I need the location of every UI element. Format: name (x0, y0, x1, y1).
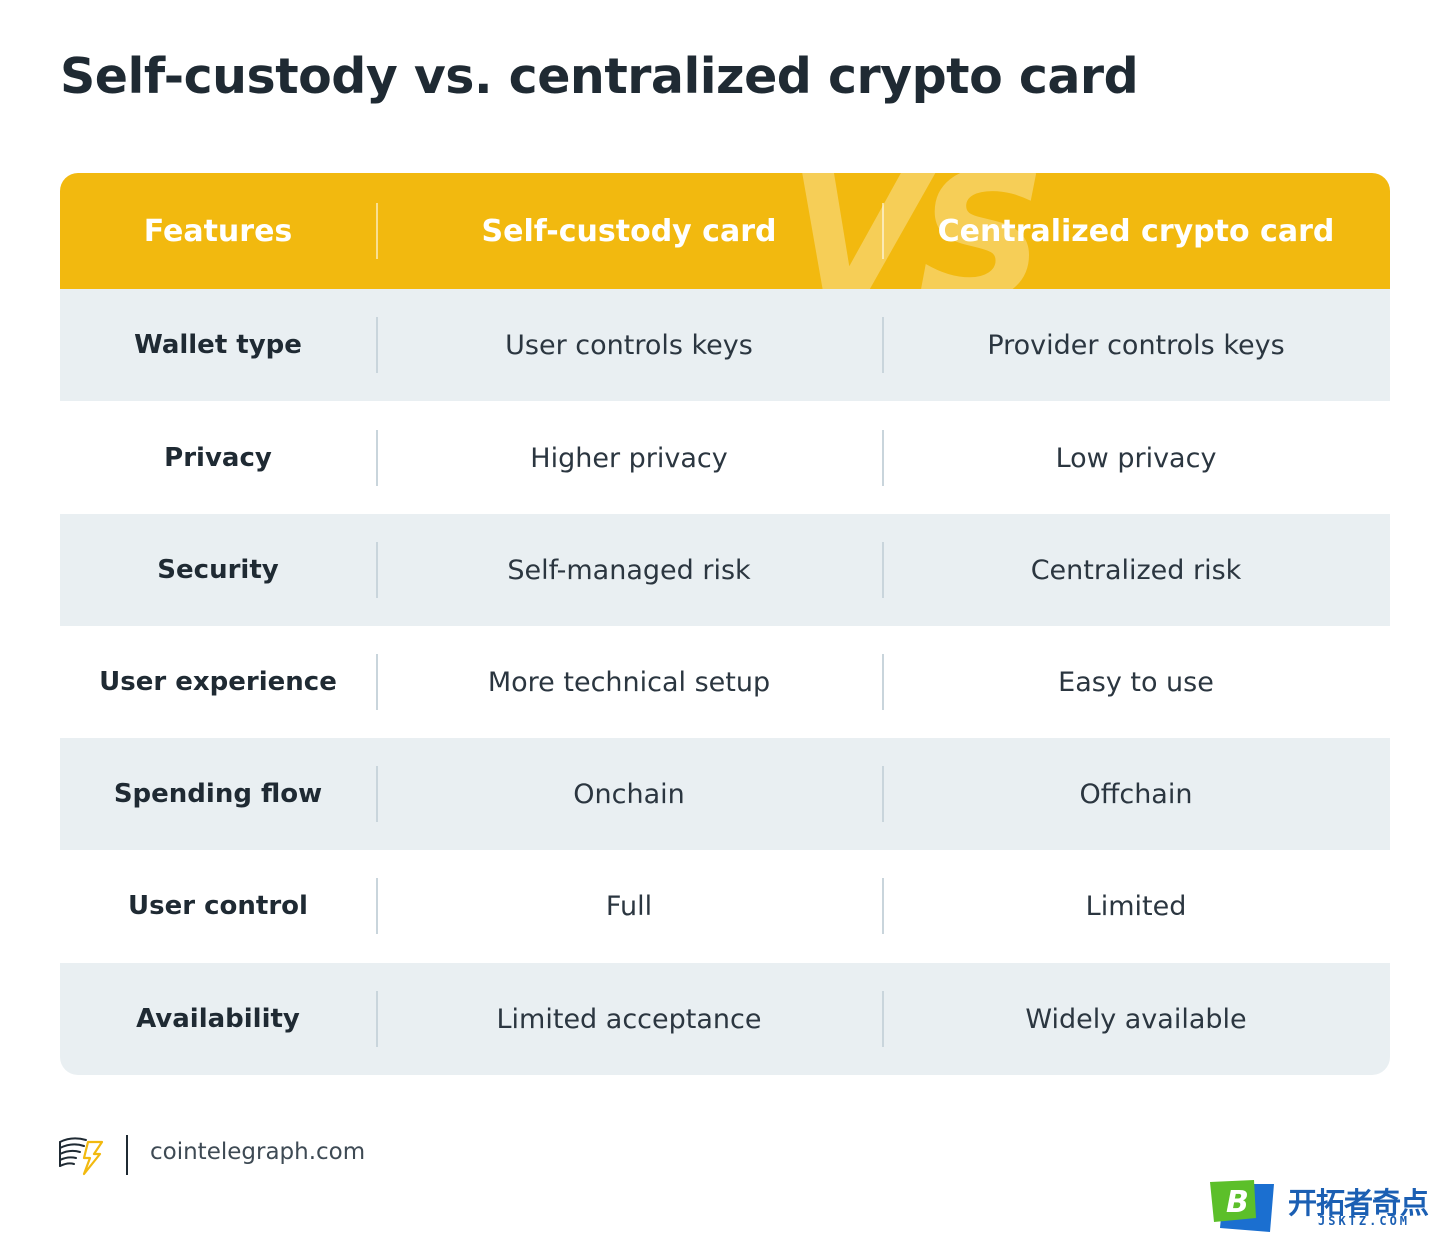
column-divider (882, 654, 884, 710)
column-divider (882, 878, 884, 934)
svg-text:B: B (1226, 1185, 1249, 1220)
header-features: Features (143, 213, 293, 249)
comparison-table: VS Features Self-custody card Centralize… (60, 173, 1390, 1075)
feature-label: Security (157, 555, 279, 585)
self-custody-value: Full (605, 890, 653, 922)
column-divider (376, 430, 378, 486)
footer-separator (126, 1135, 128, 1175)
vs-watermark: VS (788, 173, 1046, 289)
centralized-value: Provider controls keys (987, 329, 1285, 361)
column-divider (376, 654, 378, 710)
table-row: Privacy Higher privacy Low privacy (60, 402, 1390, 514)
self-custody-value: Self-managed risk (507, 554, 751, 586)
column-divider (882, 317, 884, 373)
column-divider (376, 317, 378, 373)
table-row: Security Self-managed risk Centralized r… (60, 514, 1390, 626)
table-row: Spending flow Onchain Offchain (60, 738, 1390, 850)
self-custody-value: Onchain (573, 778, 685, 810)
column-divider (882, 430, 884, 486)
table-row: User control Full Limited (60, 850, 1390, 962)
column-divider (376, 766, 378, 822)
footer-site: cointelegraph.com (150, 1139, 366, 1165)
feature-label: Privacy (164, 443, 272, 473)
feature-label: User experience (99, 667, 337, 697)
centralized-value: Limited (1085, 890, 1187, 922)
table-row: Availability Limited acceptance Widely a… (60, 963, 1390, 1075)
self-custody-value: User controls keys (505, 329, 753, 361)
brand-name: 开拓者奇点 (1288, 1186, 1429, 1220)
feature-label: Spending flow (113, 779, 323, 809)
header-self-custody: Self-custody card (481, 213, 777, 249)
brand-domain: JSKTZ.COM (1318, 1214, 1411, 1228)
column-divider (882, 991, 884, 1047)
self-custody-value: Limited acceptance (496, 1003, 762, 1035)
column-divider (882, 542, 884, 598)
feature-label: Availability (136, 1004, 300, 1034)
table-header: VS Features Self-custody card Centralize… (60, 173, 1390, 289)
centralized-value: Low privacy (1055, 442, 1217, 474)
page-title: Self-custody vs. centralized crypto card (60, 48, 1139, 105)
header-divider (882, 203, 884, 259)
column-divider (376, 542, 378, 598)
table-row: User experience More technical setup Eas… (60, 626, 1390, 738)
centralized-value: Widely available (1025, 1003, 1247, 1035)
column-divider (882, 766, 884, 822)
table-row: Wallet type User controls keys Provider … (60, 289, 1390, 401)
centralized-value: Centralized risk (1030, 554, 1242, 586)
centralized-value: Easy to use (1058, 666, 1214, 698)
jsktz-logo-icon: B (1210, 1180, 1274, 1232)
feature-label: User control (128, 891, 308, 921)
header-divider (376, 203, 378, 259)
column-divider (376, 878, 378, 934)
header-centralized: Centralized crypto card (937, 213, 1335, 249)
column-divider (376, 991, 378, 1047)
self-custody-value: Higher privacy (530, 442, 728, 474)
feature-label: Wallet type (134, 330, 302, 360)
cointelegraph-logo-icon (59, 1137, 104, 1176)
self-custody-value: More technical setup (487, 666, 771, 698)
centralized-value: Offchain (1079, 778, 1193, 810)
